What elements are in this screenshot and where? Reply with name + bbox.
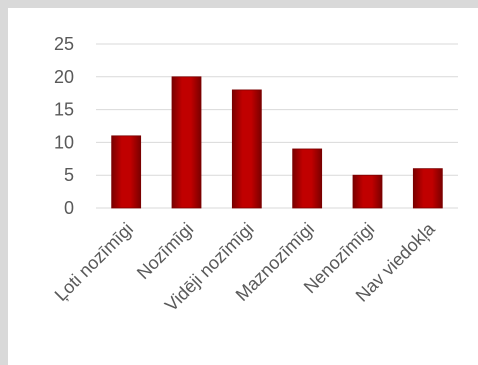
bar — [412, 168, 443, 209]
frame-left-border — [0, 0, 8, 365]
y-tick-label: 15 — [54, 100, 74, 120]
x-category-label: Ļoti nozīmīgi — [51, 219, 137, 305]
y-tick-label: 0 — [64, 198, 74, 218]
gridlines — [96, 43, 458, 209]
y-tick-label: 5 — [64, 165, 74, 185]
bar — [292, 148, 323, 209]
bar — [171, 76, 202, 209]
bar — [231, 89, 262, 209]
y-tick-label: 10 — [54, 132, 74, 152]
bar — [352, 174, 383, 209]
y-tick-label: 25 — [54, 34, 74, 54]
y-axis-tick-labels: 0 5 10 15 20 25 — [54, 34, 74, 218]
bar — [111, 135, 142, 209]
bars — [111, 76, 443, 209]
y-tick-label: 20 — [54, 67, 74, 87]
frame-top-border — [0, 0, 478, 8]
